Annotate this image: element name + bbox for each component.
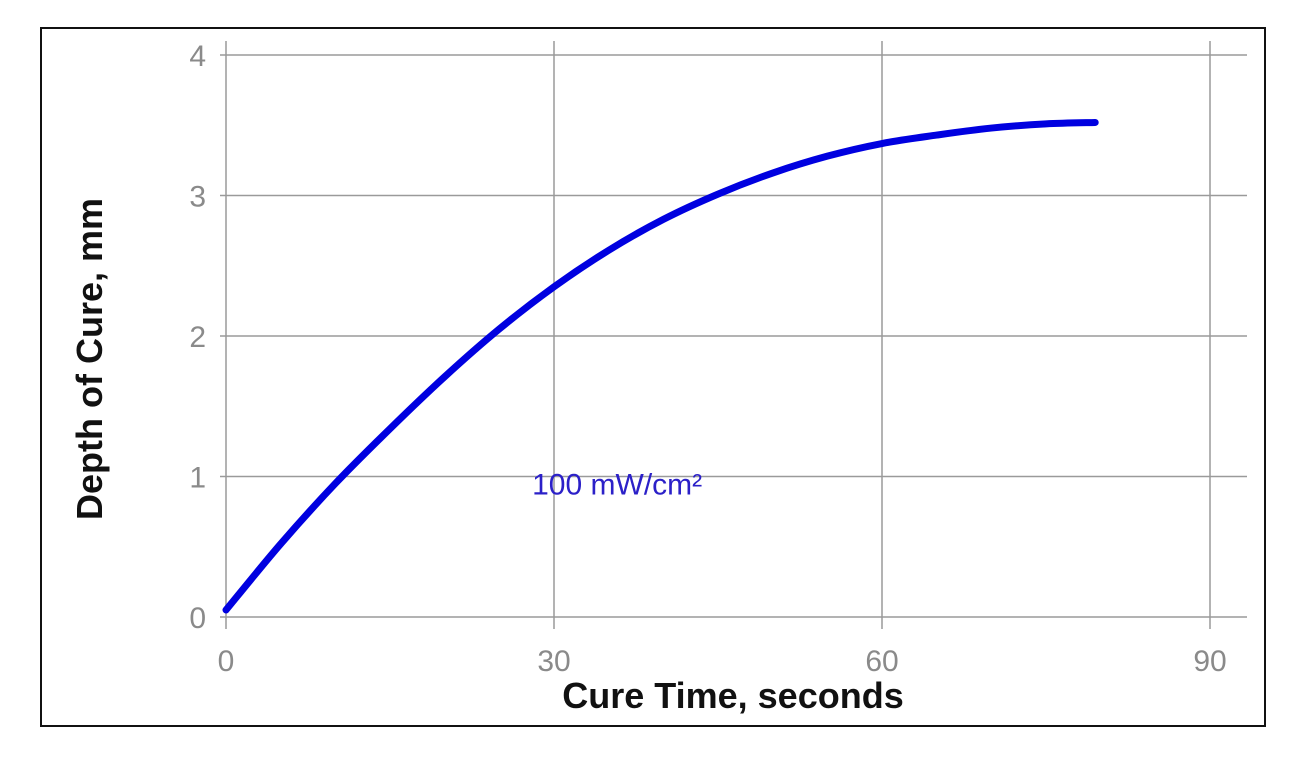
x-axis-title: Cure Time, seconds — [562, 675, 903, 716]
x-tick-label-3: 90 — [1193, 645, 1226, 678]
annotation-layer: 100 mW/cm² — [532, 469, 702, 502]
y-axis-title: Depth of Cure, mm — [69, 198, 110, 520]
y-tick-label-3: 3 — [189, 181, 206, 214]
annotation-label-0: 100 mW/cm² — [532, 469, 702, 502]
tick-layer: 0 30 60 90 0 1 2 3 4 — [189, 40, 1226, 678]
series-layer — [222, 118, 1099, 614]
y-tick-label-2: 2 — [189, 321, 206, 354]
y-tick-label-4: 4 — [189, 40, 206, 73]
series-line-0 — [222, 118, 1099, 614]
x-tick-label-0: 0 — [218, 645, 235, 678]
x-tick-label-1: 30 — [537, 645, 570, 678]
y-tick-label-1: 1 — [189, 462, 206, 495]
x-tick-label-2: 60 — [865, 645, 898, 678]
y-tick-label-0: 0 — [189, 602, 206, 635]
grid-layer — [220, 41, 1247, 629]
chart-svg: 0 30 60 90 0 1 2 3 4 100 mW/cm² Cure Time, secon… — [69, 40, 1247, 716]
chart-frame: 0 30 60 90 0 1 2 3 4 100 mW/cm² Cure Time, secon… — [40, 27, 1266, 727]
